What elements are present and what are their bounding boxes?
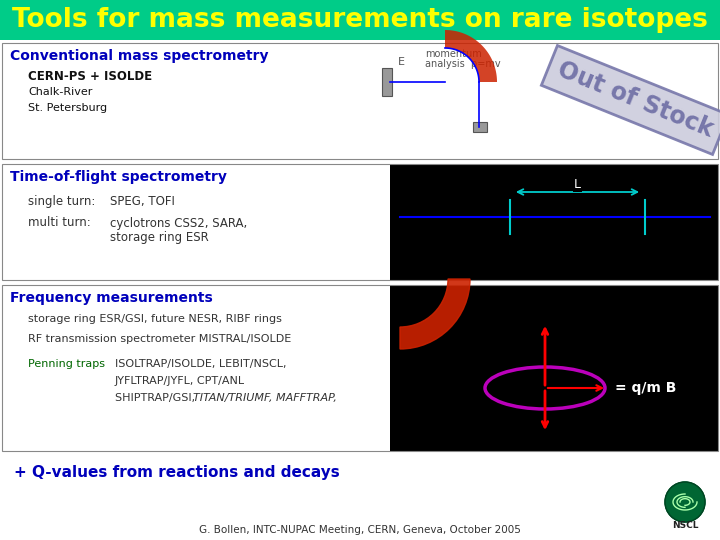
Text: = q/m B: = q/m B bbox=[615, 381, 676, 395]
Text: TITAN/TRIUMF, MAFFTRAP,: TITAN/TRIUMF, MAFFTRAP, bbox=[193, 393, 337, 403]
PathPatch shape bbox=[445, 30, 497, 82]
Bar bbox=[390, 164, 718, 280]
Bar bbox=[0, 0, 720, 40]
Bar bbox=[473, 122, 487, 132]
Bar bbox=[390, 285, 718, 451]
Text: E: E bbox=[398, 57, 405, 67]
Circle shape bbox=[665, 482, 705, 522]
Wedge shape bbox=[400, 279, 470, 349]
Text: G. Bollen, INTC-NUPAC Meeting, CERN, Geneva, October 2005: G. Bollen, INTC-NUPAC Meeting, CERN, Gen… bbox=[199, 525, 521, 535]
Text: multi turn:: multi turn: bbox=[28, 217, 91, 230]
Text: + Q-values from reactions and decays: + Q-values from reactions and decays bbox=[14, 464, 340, 480]
Text: SHIPTRAP/GSI,: SHIPTRAP/GSI, bbox=[115, 393, 202, 403]
Text: Out of Stock: Out of Stock bbox=[554, 58, 716, 142]
Bar bbox=[382, 68, 392, 96]
Text: Chalk-River: Chalk-River bbox=[28, 87, 92, 97]
Text: single turn:: single turn: bbox=[28, 194, 95, 207]
Text: Penning traps: Penning traps bbox=[28, 359, 105, 369]
Text: CERN-PS + ISOLDE: CERN-PS + ISOLDE bbox=[28, 70, 152, 83]
Bar bbox=[2, 43, 718, 159]
Bar bbox=[2, 285, 718, 451]
Text: Frequency measurements: Frequency measurements bbox=[10, 291, 212, 305]
Bar bbox=[2, 164, 718, 280]
Text: SPEG, TOFI: SPEG, TOFI bbox=[110, 194, 175, 207]
Text: cyclotrons CSS2, SARA,: cyclotrons CSS2, SARA, bbox=[110, 217, 247, 230]
Text: Tools for mass measurements on rare isotopes: Tools for mass measurements on rare isot… bbox=[12, 7, 708, 33]
Text: storage ring ESR/GSI, future NESR, RIBF rings: storage ring ESR/GSI, future NESR, RIBF … bbox=[28, 314, 282, 324]
Text: Conventional mass spectrometry: Conventional mass spectrometry bbox=[10, 49, 269, 63]
Text: L: L bbox=[574, 178, 581, 191]
Text: ISOLTRAP/ISOLDE, LEBIT/NSCL,: ISOLTRAP/ISOLDE, LEBIT/NSCL, bbox=[115, 359, 287, 369]
Text: Time-of-flight spectrometry: Time-of-flight spectrometry bbox=[10, 170, 227, 184]
Text: St. Petersburg: St. Petersburg bbox=[28, 103, 107, 113]
Bar bbox=[2, 43, 718, 159]
Text: momentum: momentum bbox=[425, 49, 482, 59]
Text: JYFLTRAP/JYFL, CPT/ANL: JYFLTRAP/JYFL, CPT/ANL bbox=[115, 376, 245, 386]
Bar bbox=[2, 285, 718, 451]
Text: storage ring ESR: storage ring ESR bbox=[110, 232, 209, 245]
Text: RF transmission spectrometer MISTRAL/ISOLDE: RF transmission spectrometer MISTRAL/ISO… bbox=[28, 334, 292, 344]
Text: analysis  p=mv: analysis p=mv bbox=[425, 59, 500, 69]
Text: NSCL: NSCL bbox=[672, 522, 698, 530]
Bar bbox=[2, 164, 718, 280]
